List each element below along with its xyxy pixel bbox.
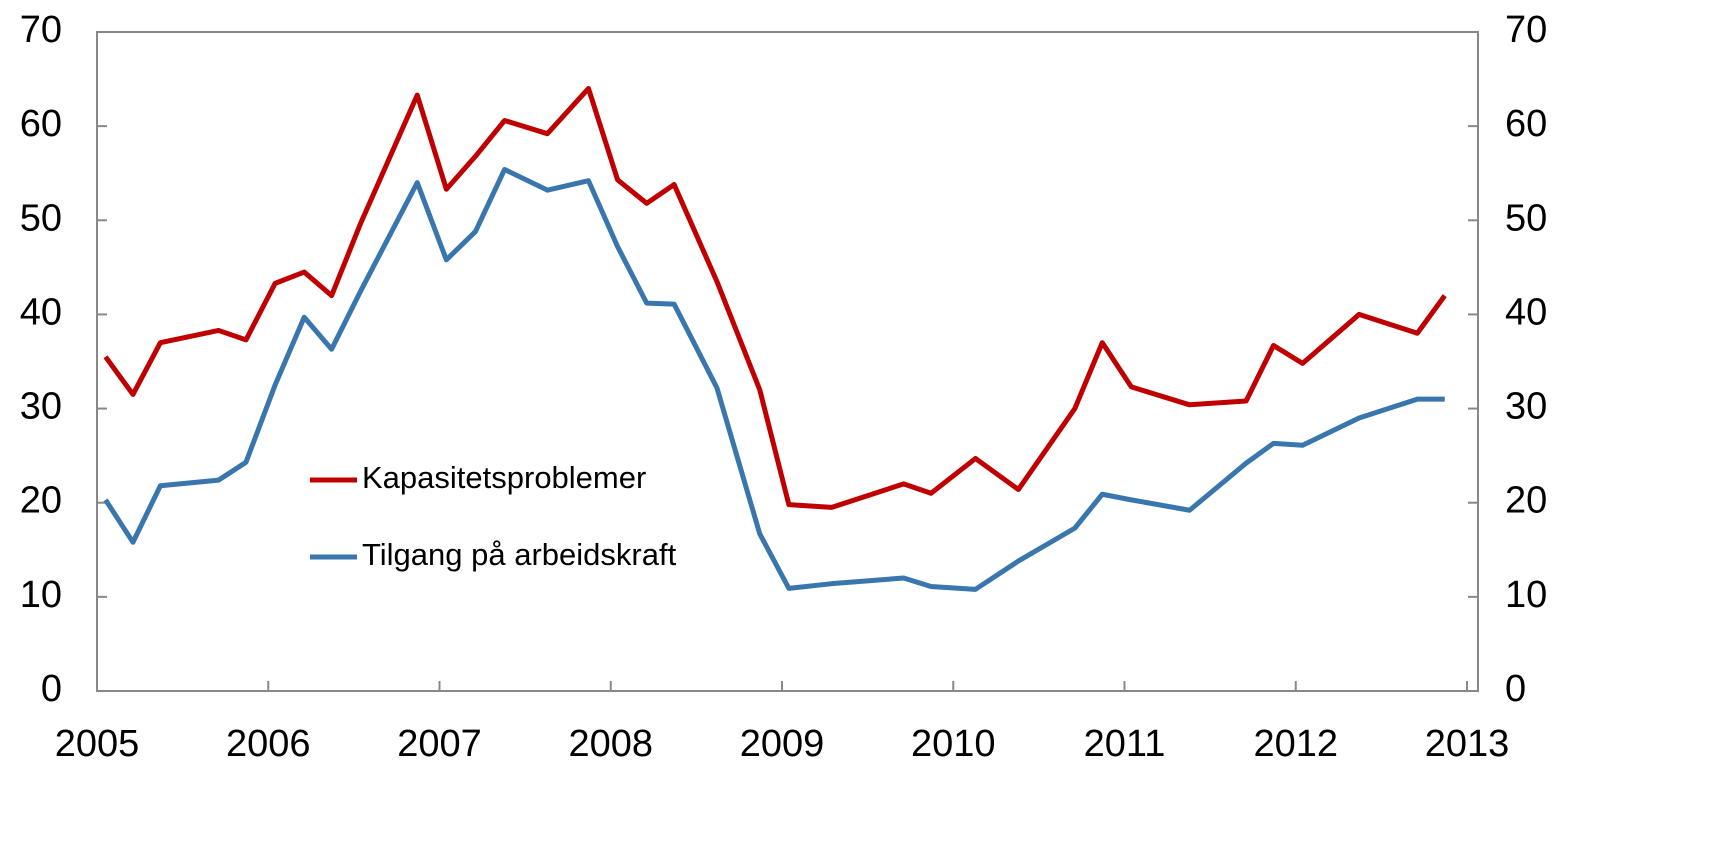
x-tick-label: 2010 <box>911 723 996 765</box>
y2-tick-label: 60 <box>1505 103 1547 145</box>
y2-tick-label: 70 <box>1505 9 1547 51</box>
y2-tick-label: 50 <box>1505 197 1547 239</box>
y-tick-label: 70 <box>20 9 62 51</box>
x-tick-label: 2012 <box>1253 723 1338 765</box>
y-tick-label: 50 <box>20 197 62 239</box>
y2-tick-label: 40 <box>1505 291 1547 333</box>
y2-tick-label: 10 <box>1505 574 1547 616</box>
x-tick-label: 2009 <box>740 723 825 765</box>
y-tick-label: 20 <box>20 480 62 522</box>
legend-label: Kapasitetsproblemer <box>362 460 646 495</box>
y-tick-label: 0 <box>41 668 62 710</box>
x-tick-label: 2008 <box>568 723 653 765</box>
x-tick-label: 2005 <box>55 723 140 765</box>
x-tick-label: 2013 <box>1425 723 1510 765</box>
y2-tick-label: 0 <box>1505 668 1526 710</box>
legend-label: Tilgang på arbeidskraft <box>362 537 677 572</box>
y-tick-label: 40 <box>20 291 62 333</box>
x-tick-label: 2006 <box>226 723 311 765</box>
y2-tick-label: 30 <box>1505 386 1547 428</box>
y2-tick-label: 20 <box>1505 480 1547 522</box>
plot-frame <box>96 31 1479 692</box>
series-line <box>103 166 1445 592</box>
y-tick-label: 10 <box>20 574 62 616</box>
y-tick-label: 30 <box>20 386 62 428</box>
y-tick-label: 60 <box>20 103 62 145</box>
x-tick-label: 2011 <box>1084 723 1166 765</box>
x-tick-label: 2007 <box>397 723 482 765</box>
series-line <box>103 85 1447 510</box>
